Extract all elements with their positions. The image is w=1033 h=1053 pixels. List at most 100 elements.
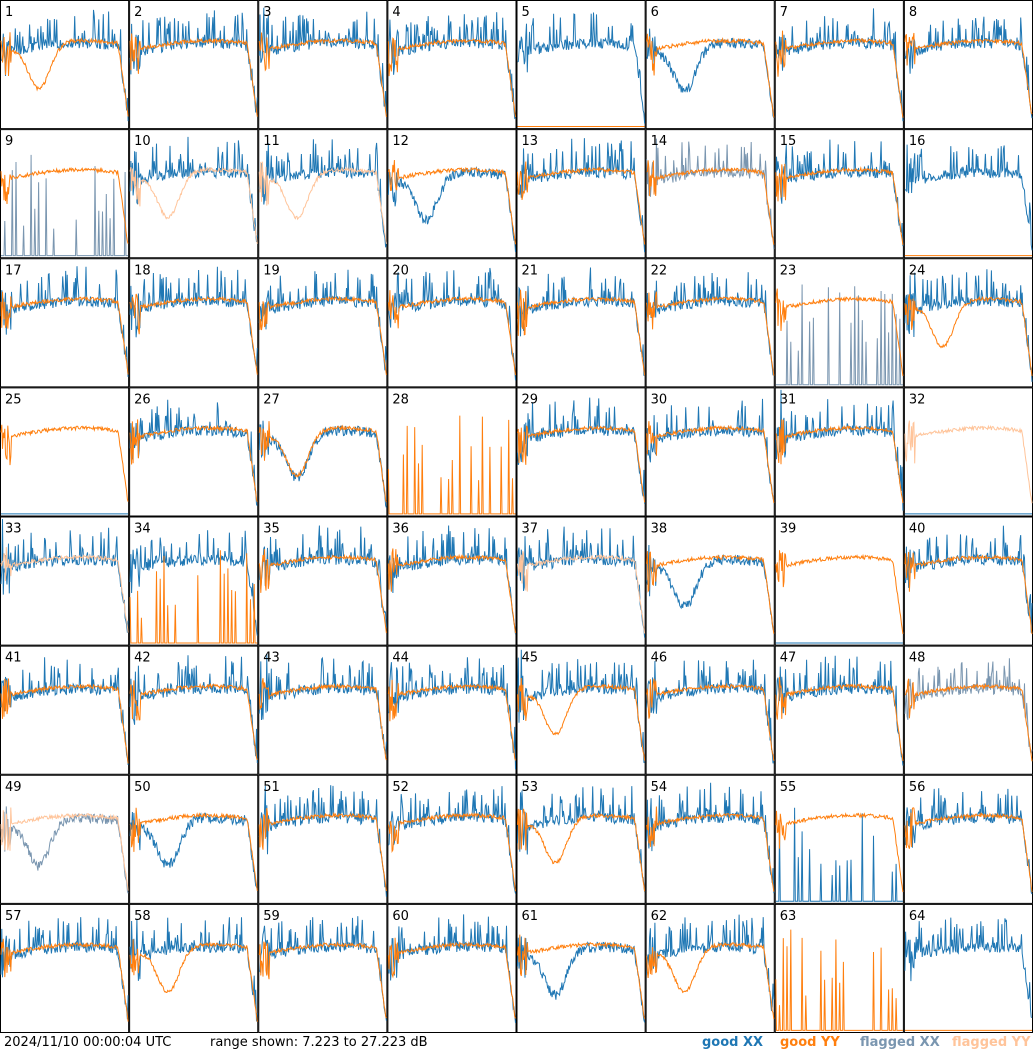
xx-series-line	[775, 655, 904, 766]
panel-frame	[774, 0, 904, 130]
panel-frame	[129, 645, 259, 775]
panel-frame	[903, 903, 1033, 1033]
panel-13: 13	[516, 129, 646, 259]
panel-label: 53	[522, 780, 539, 795]
panel-25: 25	[0, 387, 130, 517]
yy-series-line	[517, 424, 646, 503]
xx-series-line	[258, 420, 387, 508]
timestamp: 2024/11/10 00:00:04 UTC	[4, 1035, 172, 1050]
xx-series-line	[129, 266, 258, 367]
panel-frame	[129, 774, 259, 904]
yy-series-line	[0, 547, 129, 633]
yy-series-line	[258, 941, 387, 1019]
panel-label: 38	[651, 522, 668, 537]
panel-3: 3	[258, 0, 388, 130]
panel-38: 38	[645, 516, 775, 646]
panel-label: 31	[780, 392, 797, 407]
panel-44: 44	[387, 645, 517, 775]
yy-series-line	[0, 166, 129, 244]
yy-series-line	[387, 290, 516, 376]
yy-series-line	[904, 678, 1033, 762]
panel-label: 36	[392, 522, 409, 537]
panel-37: 37	[516, 516, 646, 646]
yy-series-line	[646, 160, 775, 245]
panel-59: 59	[258, 903, 388, 1033]
yy-series-line	[129, 680, 258, 761]
xx-series-line	[129, 811, 258, 890]
panel-label: 3	[263, 5, 271, 20]
panel-frame	[903, 0, 1033, 130]
panel-label: 6	[651, 5, 659, 20]
panel-label: 25	[5, 392, 22, 407]
panel-42: 42	[129, 645, 259, 775]
xx-series-line	[258, 916, 387, 1021]
panel-49: 49	[0, 774, 130, 904]
panel-label: 26	[134, 392, 151, 407]
panel-frame	[387, 0, 517, 130]
panel-label: 33	[5, 522, 22, 537]
yy-series-line	[258, 161, 387, 245]
panel-label: 58	[134, 909, 151, 924]
yy-series-line	[517, 934, 646, 1019]
panel-39: 39	[774, 516, 904, 646]
panel-label: 21	[522, 263, 539, 278]
yy-series-line	[387, 812, 516, 892]
yy-series-line	[904, 294, 1033, 377]
panel-frame	[258, 387, 388, 517]
panel-label: 45	[522, 651, 539, 666]
panel-40: 40	[903, 516, 1033, 646]
yy-series-line	[775, 288, 904, 376]
panel-frame	[0, 0, 130, 130]
xx-series-line	[646, 544, 775, 631]
panel-frame	[645, 258, 775, 388]
panel-label: 42	[134, 651, 151, 666]
panel-frame	[645, 0, 775, 130]
yy-series-line	[775, 30, 904, 118]
panel-frame	[903, 516, 1033, 646]
panel-label: 17	[5, 263, 22, 278]
xx-series-line	[0, 806, 129, 894]
xx-series-line	[517, 649, 645, 764]
panel-6: 6	[645, 0, 775, 130]
yy-series-line	[0, 291, 129, 375]
legend-flagged-yy: flagged YY	[952, 1035, 1031, 1050]
panel-63: 63	[774, 903, 904, 1033]
panel-label: 29	[522, 392, 539, 407]
panel-62: 62	[645, 903, 775, 1033]
panel-frame	[516, 516, 646, 646]
panel-57: 57	[0, 903, 130, 1033]
yy-series-line	[387, 159, 516, 245]
panel-label: 8	[909, 5, 917, 20]
panel-11: 11	[258, 129, 388, 259]
panel-58: 58	[129, 903, 259, 1033]
yy-series-line	[129, 939, 258, 1022]
panel-frame	[645, 387, 775, 517]
panel-47: 47	[774, 645, 904, 775]
panel-frame	[903, 258, 1033, 388]
xx-series-line	[0, 9, 129, 122]
xx-series-line	[129, 655, 258, 764]
panel-label: 43	[263, 651, 280, 666]
panel-label: 19	[263, 263, 280, 278]
legend-good-xx: good XX	[702, 1035, 764, 1050]
panel-label: 46	[651, 651, 668, 666]
xx-series-line	[904, 788, 1033, 895]
yy-series-line	[775, 419, 904, 504]
yy-series-line	[517, 161, 646, 245]
xx-series-line	[904, 144, 1033, 251]
legend-flagged-xx: flagged XX	[860, 1035, 940, 1050]
panel-frame	[516, 387, 646, 517]
panel-26: 26	[129, 387, 259, 517]
panel-frame	[0, 516, 130, 646]
panel-label: 56	[909, 780, 926, 795]
panel-frame	[516, 774, 646, 904]
xx-series-line	[517, 12, 646, 124]
yy-series-line	[0, 938, 129, 1022]
panel-label: 34	[134, 522, 151, 537]
panel-label: 10	[134, 134, 151, 149]
yy-series-line	[646, 33, 775, 118]
yy-series-line	[387, 679, 516, 761]
xx-series-line	[258, 785, 387, 897]
panel-label: 59	[263, 909, 280, 924]
yy-series-line	[904, 551, 1033, 635]
